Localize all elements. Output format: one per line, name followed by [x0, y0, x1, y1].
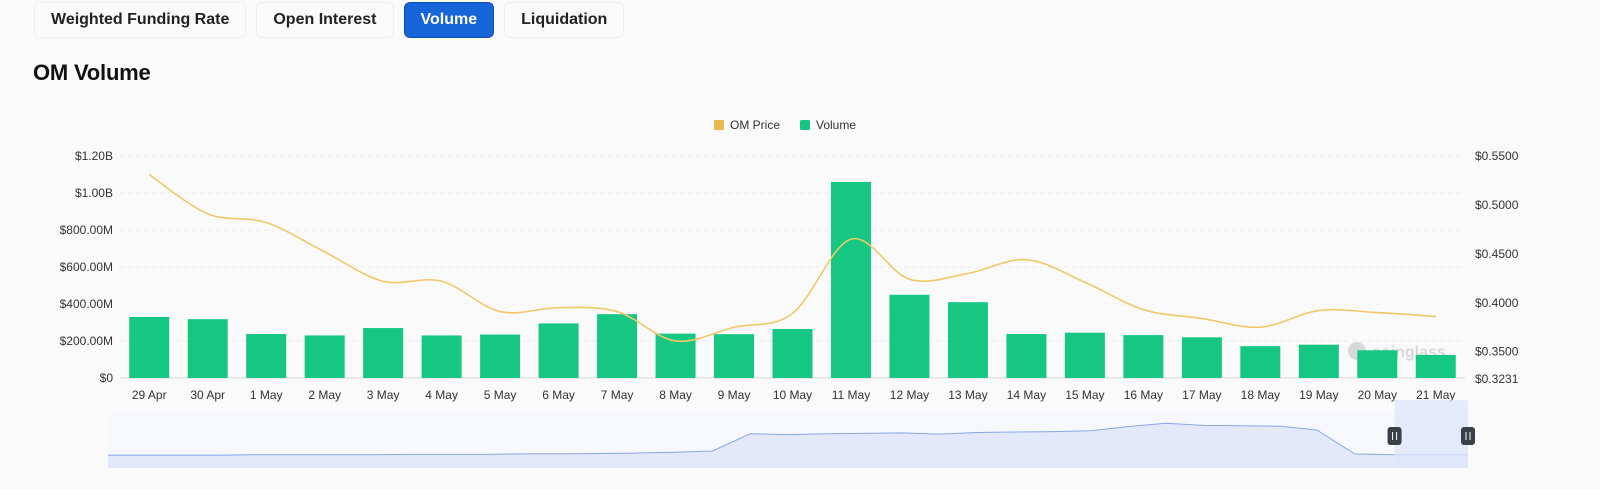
volume-bar	[1064, 332, 1105, 378]
x-tick-label: 7 May	[601, 388, 634, 402]
tab-weighted-funding-rate[interactable]: Weighted Funding Rate	[34, 2, 247, 38]
y-left-tick-label: $600.00M	[60, 260, 113, 274]
page-title: OM Volume	[33, 60, 151, 85]
volume-bar	[1415, 354, 1456, 378]
volume-bar	[363, 328, 404, 378]
handle-grip-icon	[1461, 427, 1475, 445]
volume-bar	[246, 333, 287, 378]
volume-bar	[889, 294, 930, 378]
tab-open-interest[interactable]: Open Interest	[256, 2, 394, 38]
x-tick-label: 18 May	[1241, 388, 1280, 402]
legend-swatch-volume	[800, 120, 810, 130]
y-left-tick-label: $0	[100, 371, 114, 385]
volume-bar	[714, 334, 755, 378]
y-left-tick-label: $400.00M	[60, 297, 113, 311]
x-tick-label: 30 Apr	[190, 388, 225, 402]
x-tick-label: 4 May	[425, 388, 458, 402]
y-left-tick-label: $200.00M	[60, 334, 113, 348]
volume-bar	[304, 335, 345, 378]
legend-swatch-price	[714, 120, 724, 130]
volume-bar	[538, 323, 579, 378]
navigator-area	[108, 423, 1468, 468]
y-right-tick-label: $0.5000	[1475, 198, 1519, 212]
price-line	[148, 173, 1436, 343]
volume-bar	[129, 316, 170, 378]
x-tick-label: 12 May	[890, 388, 929, 402]
x-tick-label: 20 May	[1358, 388, 1397, 402]
volume-bar	[1181, 337, 1222, 378]
volume-bar	[830, 181, 871, 378]
volume-bar	[187, 319, 228, 378]
tab-volume[interactable]: Volume	[403, 2, 495, 38]
volume-bar	[597, 314, 638, 378]
x-tick-label: 21 May	[1416, 388, 1455, 402]
x-tick-label: 9 May	[718, 388, 751, 402]
y-right-tick-label: $0.4500	[1475, 247, 1519, 261]
x-tick-label: 8 May	[659, 388, 692, 402]
y-left-tick-label: $1.00B	[75, 186, 113, 200]
x-tick-label: 10 May	[773, 388, 812, 402]
navigator-handle-right[interactable]	[1461, 427, 1475, 445]
navigator-selection	[1394, 400, 1468, 468]
volume-bar	[1006, 333, 1047, 378]
volume-bar	[1357, 350, 1398, 378]
volume-bar	[947, 302, 988, 378]
tab-liquidation[interactable]: Liquidation	[504, 2, 625, 38]
x-tick-label: 14 May	[1007, 388, 1046, 402]
x-tick-label: 3 May	[367, 388, 400, 402]
y-right-tick-label: $0.4000	[1475, 296, 1519, 310]
volume-bar	[421, 335, 462, 378]
y-right-tick-label: $0.3500	[1475, 345, 1519, 359]
navigator-line	[108, 422, 1468, 456]
tab-bar: Weighted Funding Rate Open Interest Volu…	[34, 2, 625, 40]
volume-bar	[772, 328, 813, 378]
legend-label-volume: Volume	[816, 118, 856, 132]
x-tick-label: 13 May	[948, 388, 987, 402]
y-left-tick-label: $1.20B	[75, 149, 113, 163]
legend: OM Price Volume	[714, 118, 856, 132]
x-tick-label: 2 May	[308, 388, 341, 402]
y-right-tick-label: $0.5500	[1475, 149, 1519, 163]
x-tick-label: 6 May	[542, 388, 575, 402]
navigator-handle-left[interactable]	[1387, 427, 1402, 445]
x-tick-label: 11 May	[832, 388, 870, 402]
x-tick-label: 19 May	[1299, 388, 1338, 402]
volume-bar	[1298, 344, 1339, 378]
x-tick-label: 17 May	[1182, 388, 1221, 402]
volume-bar	[480, 334, 521, 378]
x-tick-label: 5 May	[484, 388, 517, 402]
x-tick-label: 16 May	[1124, 388, 1163, 402]
legend-label-price: OM Price	[730, 118, 780, 132]
volume-bar	[1123, 335, 1164, 378]
volume-bars	[129, 181, 1456, 378]
handle-grip-icon	[1387, 427, 1402, 445]
x-tick-label: 15 May	[1065, 388, 1104, 402]
volume-bar	[1240, 346, 1281, 378]
range-navigator[interactable]	[108, 400, 1475, 468]
y-left-tick-label: $800.00M	[60, 223, 113, 237]
x-tick-label: 29 Apr	[132, 388, 167, 402]
y-right-tick-label: $0.3231	[1475, 372, 1519, 386]
x-tick-label: 1 May	[250, 388, 283, 402]
